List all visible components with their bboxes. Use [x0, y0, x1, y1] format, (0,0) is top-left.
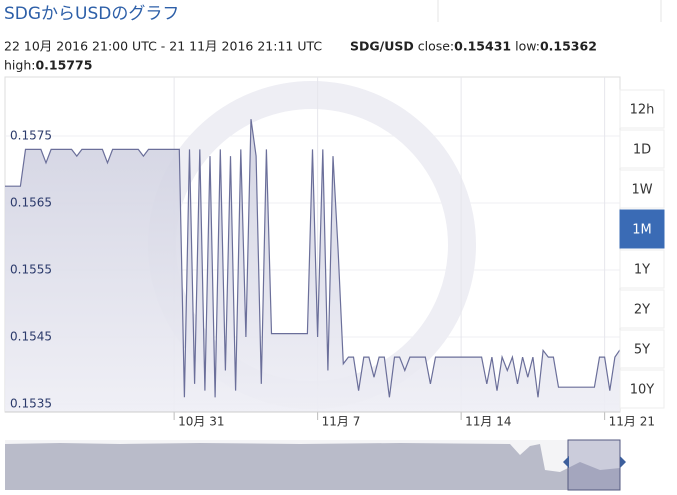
range-button[interactable] [619, 129, 665, 169]
stat-value: 0.15431 [454, 39, 511, 54]
range-button-label[interactable]: 1W [631, 183, 652, 198]
range-button[interactable] [619, 369, 665, 409]
pair: SDG/USD [350, 39, 414, 54]
price-line [5, 119, 621, 398]
stat-value: 0.15775 [35, 58, 92, 73]
stat-label: low: [515, 39, 540, 54]
range-button[interactable] [619, 169, 665, 209]
navigator-window [567, 439, 621, 491]
info-line: 22 10月 2016 21:00 UTC - 21 11月 2016 21:1… [4, 39, 597, 73]
stat-label: high: [4, 58, 35, 73]
y-tick-label: 0.1565 [10, 195, 52, 209]
stat-value: 0.15362 [540, 39, 597, 54]
x-tick-label: 10月 31 [178, 415, 224, 429]
y-tick-label: 0.1555 [10, 262, 52, 276]
chart-title: SDGからUSDのグラフ [4, 4, 179, 24]
x-tick-label: 11月 14 [465, 415, 511, 429]
range-button[interactable] [619, 209, 665, 249]
area-fill [5, 119, 620, 412]
range-button-label[interactable]: 5Y [634, 343, 650, 358]
navigator-area [5, 443, 620, 490]
range-button[interactable] [619, 89, 665, 129]
y-tick-label: 0.1575 [10, 128, 52, 142]
x-tick-label: 11月 7 [322, 415, 361, 429]
y-tick-label: 0.1535 [10, 396, 52, 410]
range-button-label[interactable]: 12h [630, 103, 655, 118]
subtitle: 22 10月 2016 21:00 UTC - 21 11月 2016 21:1… [4, 39, 322, 54]
range-button-label[interactable]: 1M [632, 223, 652, 238]
range-button-label[interactable]: 1Y [634, 263, 650, 278]
stat-label: close: [418, 39, 454, 54]
range-button[interactable] [619, 249, 665, 289]
range-button-label[interactable]: 10Y [630, 383, 655, 398]
range-button[interactable] [619, 289, 665, 329]
range-button[interactable] [619, 329, 665, 369]
range-button-label[interactable]: 2Y [634, 303, 650, 318]
y-tick-label: 0.1545 [10, 329, 52, 343]
x-tick-label: 11月 21 [609, 415, 655, 429]
range-button-label[interactable]: 1D [633, 143, 651, 158]
